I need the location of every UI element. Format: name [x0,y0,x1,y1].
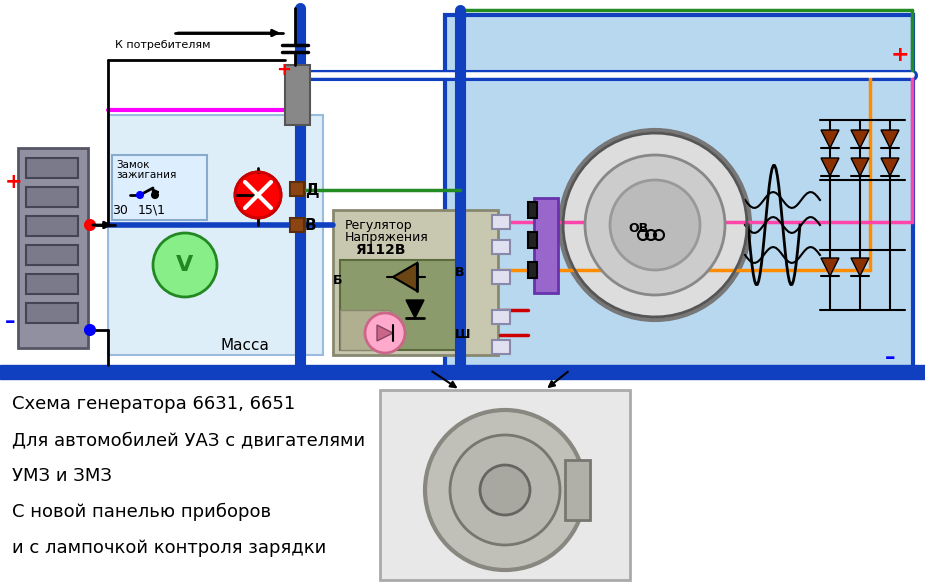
Text: Напряжения: Напряжения [345,230,429,244]
Bar [26,303,78,323]
Circle shape [365,313,405,353]
Bar [0,365,925,379]
Bar [528,232,537,248]
Text: Д: Д [305,182,318,197]
Circle shape [425,410,585,570]
Text: Для автомобилей УАЗ с двигателями: Для автомобилей УАЗ с двигателями [12,431,365,449]
Text: и с лампочкой контроля зарядки: и с лампочкой контроля зарядки [12,539,327,557]
Bar [565,460,590,520]
Bar [18,148,88,348]
Bar [285,65,310,125]
Bar [112,155,207,220]
Circle shape [235,172,281,218]
Bar [290,182,304,196]
Polygon shape [377,325,393,341]
Circle shape [450,435,560,545]
Circle shape [137,192,143,198]
Bar [380,390,630,580]
Polygon shape [821,258,839,276]
Text: Регулятор: Регулятор [345,219,413,231]
Polygon shape [821,130,839,148]
Polygon shape [851,158,869,176]
Text: зажигания: зажигания [116,170,177,180]
Bar [528,262,537,278]
Text: Замок: Замок [116,160,150,170]
Circle shape [610,180,700,270]
Text: К потребителям: К потребителям [115,40,211,50]
Bar [290,218,304,232]
Text: С новой панелью приборов: С новой панелью приборов [12,503,271,522]
Text: +: + [891,45,909,65]
Polygon shape [851,258,869,276]
Text: –: – [884,348,895,368]
Circle shape [560,130,750,320]
Bar [26,187,78,207]
Circle shape [85,325,95,335]
Circle shape [153,233,217,297]
Polygon shape [393,263,417,291]
Bar [26,158,78,178]
Bar [492,340,510,354]
Bar [340,310,390,350]
Text: +: + [5,172,22,192]
Bar [492,240,510,254]
Polygon shape [851,130,869,148]
Text: Б: Б [333,274,342,287]
Text: ОВ: ОВ [628,222,648,234]
Circle shape [585,155,725,295]
Bar [492,270,510,284]
Bar [26,216,78,236]
Text: УМЗ и ЗМЗ: УМЗ и ЗМЗ [12,467,112,485]
Text: –: – [5,312,16,332]
Bar [445,15,913,370]
Circle shape [480,465,530,515]
Text: V: V [177,255,193,275]
Bar [26,274,78,294]
Circle shape [85,220,95,230]
Text: Схема генератора 6631, 6651: Схема генератора 6631, 6651 [12,395,295,413]
Circle shape [152,192,158,198]
Text: +: + [277,61,291,79]
Polygon shape [881,130,899,148]
Polygon shape [821,158,839,176]
Text: Ш: Ш [455,329,471,342]
Bar [492,215,510,229]
Polygon shape [406,300,424,318]
Bar [26,245,78,265]
Bar [108,115,323,355]
Text: В: В [305,217,316,233]
Bar [534,198,558,293]
Text: 15\1: 15\1 [138,203,166,216]
Text: Масса: Масса [220,338,269,353]
Bar [492,310,510,324]
Text: Я112В: Я112В [355,243,405,257]
Bar [340,260,460,350]
Polygon shape [881,158,899,176]
Text: 30: 30 [112,203,128,216]
Bar [333,210,498,355]
Text: В: В [455,265,464,278]
Bar [528,202,537,218]
